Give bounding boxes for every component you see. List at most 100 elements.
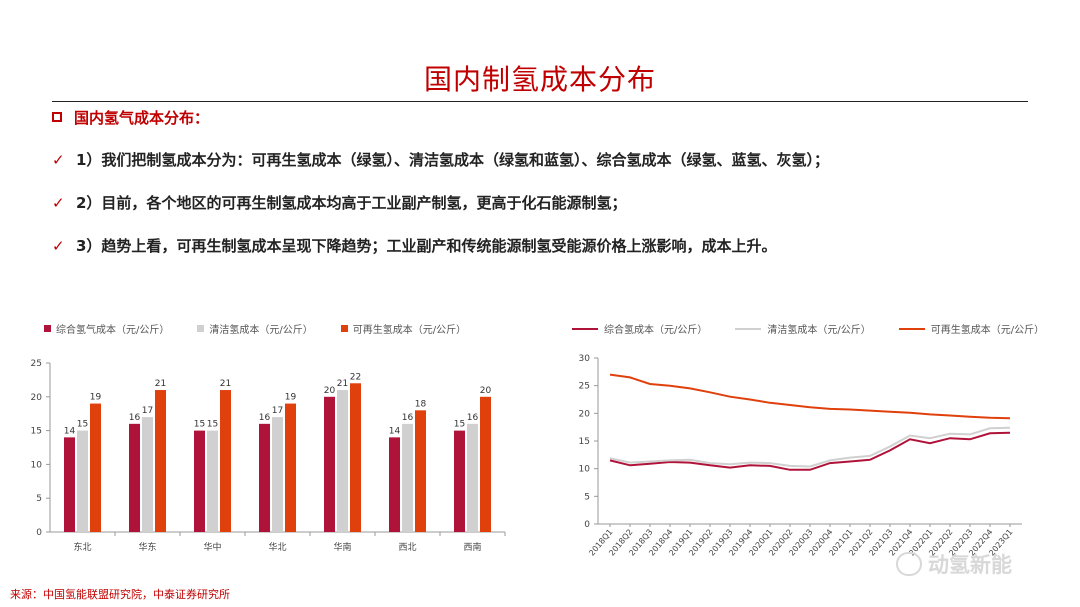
section-heading: 国内氢气成本分布： xyxy=(52,106,209,128)
bar xyxy=(155,390,166,532)
x-tick-label: 东北 xyxy=(73,541,91,553)
bar xyxy=(194,430,205,532)
source-note: 来源：中国氢能联盟研究院，中泰证券研究所 xyxy=(10,588,230,601)
y-tick-label: 25 xyxy=(31,359,42,369)
legend-item: 综合氢成本（元/公斤） xyxy=(572,321,707,336)
series-line xyxy=(609,431,1011,471)
legend-swatch xyxy=(197,325,205,332)
line-chart-legend: 综合氢成本（元/公斤） 清洁氢成本（元/公斤） 可再生氢成本（元/公斤） xyxy=(572,321,1072,336)
bar xyxy=(272,417,283,532)
legend-label: 可再生氢成本（元/公斤） xyxy=(352,325,467,336)
y-tick-label: 15 xyxy=(31,427,42,437)
bar xyxy=(90,403,101,532)
legend-swatch xyxy=(898,327,925,330)
data-label: 15 xyxy=(207,420,218,430)
bullet-text: 1）我们把制氢成本分为：可再生氢成本（绿氢）、清洁氢成本（绿氢和蓝氢）、综合氢成… xyxy=(76,151,829,169)
watermark: 动氢新能 xyxy=(896,549,1012,579)
data-label: 14 xyxy=(389,426,401,436)
bar xyxy=(64,437,75,532)
x-tick-label: 华南 xyxy=(333,541,351,553)
title-divider xyxy=(52,101,1028,102)
legend-swatch xyxy=(340,325,348,332)
line-chart: 0510152025302018Q12018Q22018Q32018Q42019… xyxy=(579,354,1022,558)
bullet-point-2: ✓ 2）目前，各个地区的可再生制氢成本均高于工业副产制氢，更高于化石能源制氢； xyxy=(52,192,626,213)
wechat-icon xyxy=(896,552,922,576)
legend-item: 可再生氢成本（元/公斤） xyxy=(898,321,1045,336)
data-label: 20 xyxy=(324,386,336,396)
check-icon: ✓ xyxy=(52,236,65,255)
legend-label: 综合氢成本（元/公斤） xyxy=(604,325,708,336)
series-line xyxy=(609,426,1011,468)
data-label: 16 xyxy=(129,413,141,423)
bullet-point-1: ✓ 1）我们把制氢成本分为：可再生氢成本（绿氢）、清洁氢成本（绿氢和蓝氢）、综合… xyxy=(52,149,829,170)
bar xyxy=(77,430,88,532)
bar xyxy=(259,423,270,532)
data-label: 21 xyxy=(155,379,166,389)
bar xyxy=(337,390,348,532)
y-tick-label: 15 xyxy=(579,437,590,447)
y-tick-label: 5 xyxy=(584,492,590,502)
y-tick-label: 5 xyxy=(36,494,42,504)
check-icon: ✓ xyxy=(52,150,65,169)
legend-item: 可再生氢成本（元/公斤） xyxy=(340,321,467,336)
y-tick-label: 20 xyxy=(31,393,43,403)
bar xyxy=(285,403,296,532)
data-label: 18 xyxy=(415,399,427,409)
data-label: 15 xyxy=(194,420,205,430)
y-tick-label: 0 xyxy=(584,520,590,530)
bullet-text: 3）趋势上看，可再生制氢成本呈现下降趋势；工业副产和传统能源制氢受能源价格上涨影… xyxy=(76,237,777,255)
data-label: 16 xyxy=(402,413,414,423)
data-label: 21 xyxy=(220,379,231,389)
data-label: 20 xyxy=(480,386,492,396)
data-label: 17 xyxy=(142,406,153,416)
legend-swatch xyxy=(735,327,762,330)
x-tick-label: 西南 xyxy=(463,541,481,553)
bar xyxy=(324,396,335,532)
section-label: 国内氢气成本分布： xyxy=(74,108,210,127)
x-tick-label: 华中 xyxy=(203,541,221,553)
data-label: 16 xyxy=(259,413,271,423)
x-tick-label: 西北 xyxy=(398,542,416,553)
data-label: 19 xyxy=(90,393,102,403)
bar xyxy=(207,430,218,532)
y-tick-label: 25 xyxy=(579,382,590,392)
data-label: 19 xyxy=(285,393,297,403)
y-tick-label: 30 xyxy=(579,354,591,364)
bar xyxy=(129,423,140,532)
bullet-point-3: ✓ 3）趋势上看，可再生制氢成本呈现下降趋势；工业副产和传统能源制氢受能源价格上… xyxy=(52,235,776,256)
data-label: 22 xyxy=(350,372,361,382)
page-title: 国内制氢成本分布 xyxy=(423,63,656,96)
check-icon: ✓ xyxy=(52,193,65,212)
bar xyxy=(415,410,426,532)
legend-label: 清洁氢成本（元/公斤） xyxy=(767,325,871,336)
data-label: 16 xyxy=(467,413,479,423)
y-tick-label: 10 xyxy=(31,460,43,470)
data-label: 17 xyxy=(272,406,283,416)
bar xyxy=(480,396,491,532)
watermark-text: 动氢新能 xyxy=(928,553,1012,577)
bar xyxy=(220,390,231,532)
data-label: 14 xyxy=(64,426,76,436)
x-tick-label: 华东 xyxy=(138,541,156,553)
bar xyxy=(142,417,153,532)
data-label: 15 xyxy=(454,420,465,430)
bullet-text: 2）目前，各个地区的可再生制氢成本均高于工业副产制氢，更高于化石能源制氢； xyxy=(76,194,627,212)
legend-swatch xyxy=(44,325,51,332)
square-bullet-icon xyxy=(52,112,62,122)
bar-chart-legend: 综合氢气成本（元/公斤） 清洁氢成本（元/公斤） 可再生氢成本（元/公斤） xyxy=(44,321,494,336)
data-label: 21 xyxy=(337,379,348,389)
bar xyxy=(402,423,413,532)
legend-item: 清洁氢成本（元/公斤） xyxy=(197,321,313,336)
series-line xyxy=(609,373,1011,420)
legend-item: 清洁氢成本（元/公斤） xyxy=(735,321,871,336)
y-tick-label: 20 xyxy=(579,409,591,419)
legend-swatch xyxy=(572,327,598,330)
legend-item: 综合氢气成本（元/公斤） xyxy=(44,321,169,336)
legend-label: 可再生氢成本（元/公斤） xyxy=(930,325,1045,336)
y-tick-label: 10 xyxy=(579,465,591,475)
data-label: 15 xyxy=(77,420,88,430)
bar xyxy=(389,437,400,532)
legend-label: 综合氢气成本（元/公斤） xyxy=(56,325,170,336)
y-tick-label: 0 xyxy=(36,528,42,538)
